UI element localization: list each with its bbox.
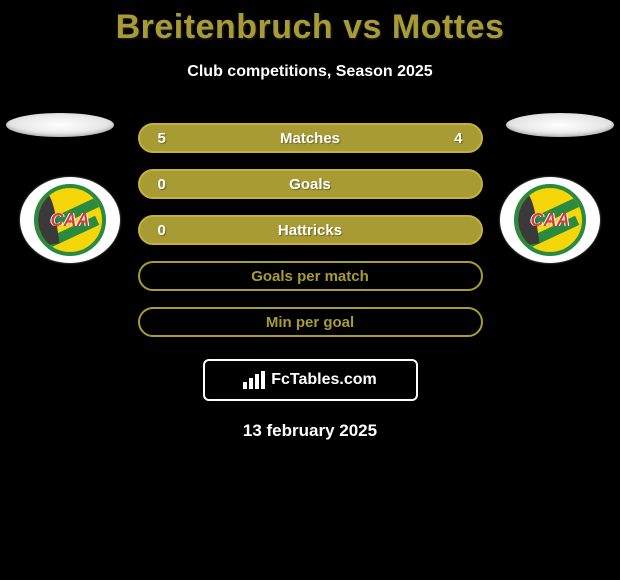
player-placeholder-right — [506, 113, 614, 137]
stats-stack: 5 Matches 4 0 Goals 0 Hattricks Goals pe… — [138, 123, 483, 337]
badge-text: CAA — [51, 210, 90, 231]
stat-row-goals-per-match: Goals per match — [138, 261, 483, 291]
stat-row-matches: 5 Matches 4 — [138, 123, 483, 153]
bar-chart-icon — [243, 371, 265, 389]
stat-row-min-per-goal: Min per goal — [138, 307, 483, 337]
date-text: 13 february 2025 — [0, 421, 620, 441]
stat-row-hattricks: 0 Hattricks — [138, 215, 483, 245]
stat-label: Goals — [140, 176, 481, 193]
badge-circle: CAA — [500, 177, 600, 263]
stat-label: Min per goal — [140, 314, 481, 331]
badge-inner: CAA — [34, 184, 106, 256]
watermark: FcTables.com — [203, 359, 418, 401]
infographic-root: Breitenbruch vs Mottes Club competitions… — [0, 0, 620, 441]
stat-row-goals: 0 Goals — [138, 169, 483, 199]
badge-circle: CAA — [20, 177, 120, 263]
subtitle: Club competitions, Season 2025 — [0, 63, 620, 81]
watermark-text: FcTables.com — [271, 371, 377, 389]
stat-label: Matches — [140, 130, 481, 147]
stat-label: Hattricks — [140, 222, 481, 239]
badge-text: CAA — [531, 210, 570, 231]
content-area: CAA CAA 5 Matches 4 0 Goal — [0, 123, 620, 441]
page-title: Breitenbruch vs Mottes — [0, 8, 620, 47]
player-placeholder-left — [6, 113, 114, 137]
club-badge-left: CAA — [20, 177, 120, 263]
stat-label: Goals per match — [140, 268, 481, 285]
badge-inner: CAA — [514, 184, 586, 256]
club-badge-right: CAA — [500, 177, 600, 263]
